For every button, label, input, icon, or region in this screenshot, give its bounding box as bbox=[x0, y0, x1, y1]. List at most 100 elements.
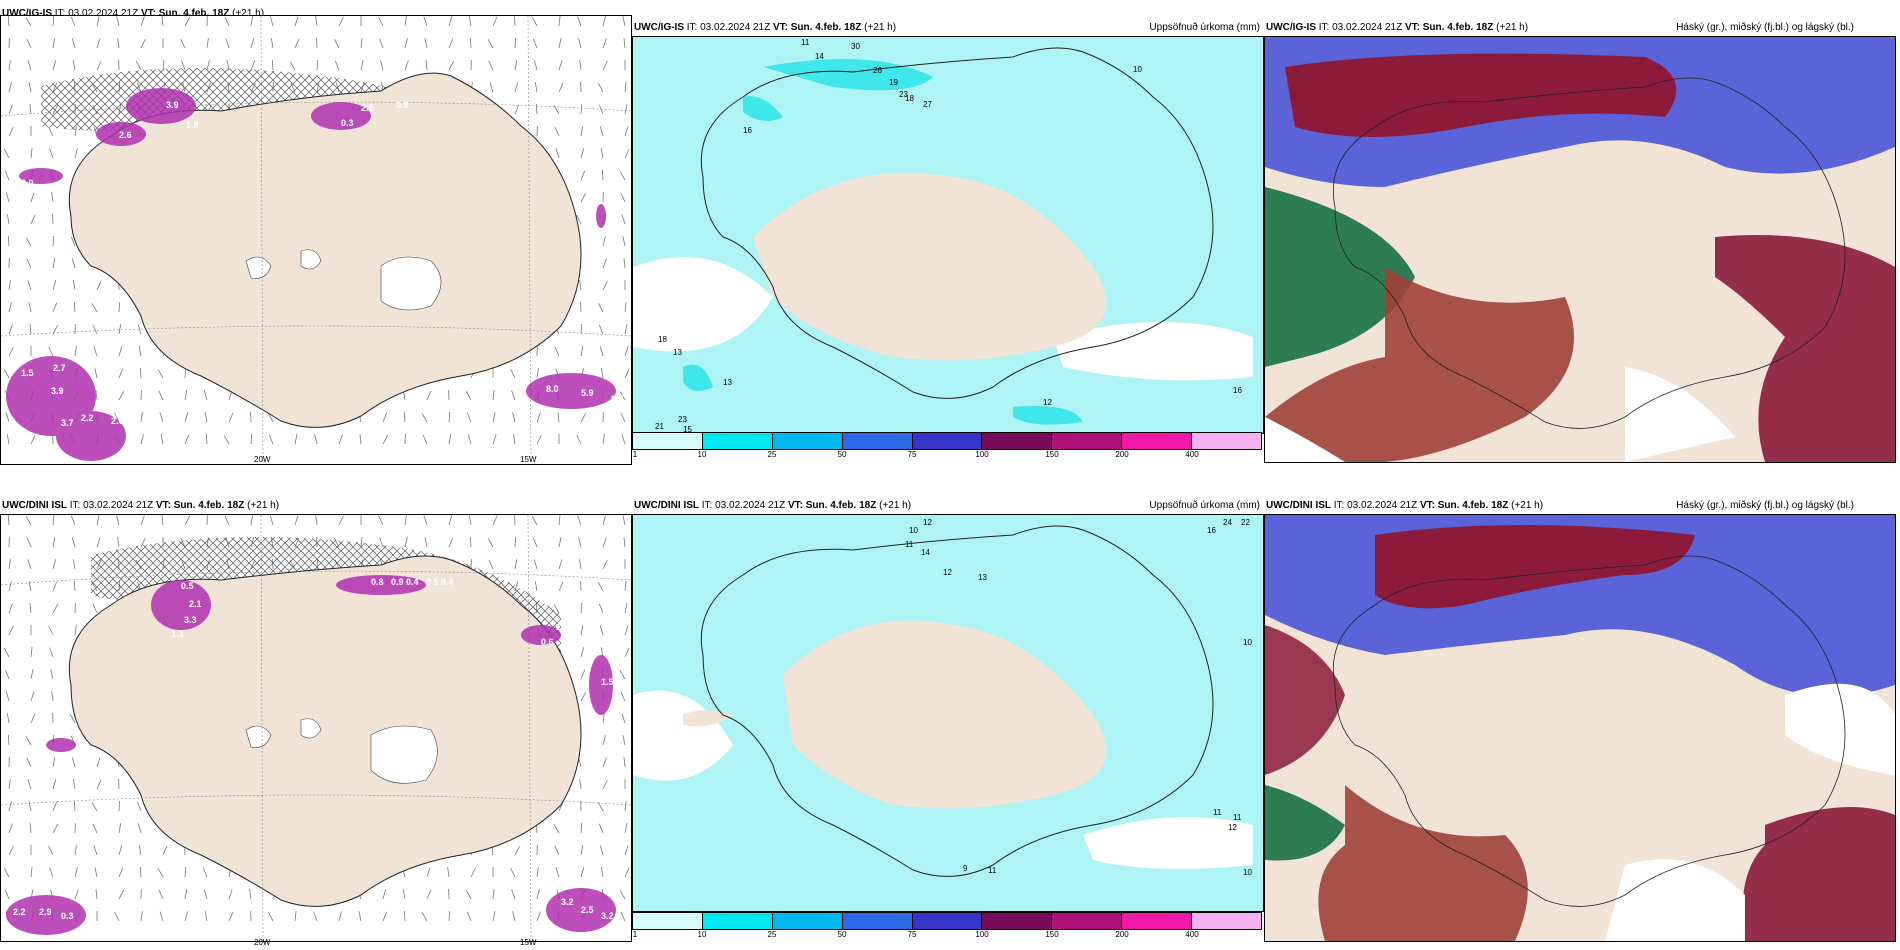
wind-barb bbox=[140, 16, 145, 27]
wind-barb bbox=[8, 625, 14, 636]
wind-barb bbox=[492, 434, 497, 445]
glacier bbox=[245, 256, 272, 279]
wind-barb bbox=[30, 647, 33, 658]
wind-barb bbox=[52, 302, 58, 313]
colorbar-label: 200 bbox=[1115, 450, 1129, 459]
wind-barb bbox=[379, 38, 384, 49]
wind-barb bbox=[249, 889, 252, 900]
wind-barb bbox=[448, 411, 451, 423]
wind-barb bbox=[333, 38, 340, 49]
wind-barb bbox=[536, 434, 542, 445]
wind-barb bbox=[28, 302, 32, 313]
wind-barb bbox=[74, 625, 77, 636]
wind-barb bbox=[8, 801, 12, 812]
wind-barb bbox=[555, 867, 560, 878]
wind-barb bbox=[117, 537, 120, 548]
wind-barb bbox=[250, 38, 255, 49]
wind-barb bbox=[533, 60, 538, 71]
wind-barb bbox=[510, 867, 516, 878]
wind-barb bbox=[469, 536, 472, 548]
wind-barb bbox=[26, 757, 32, 768]
wind-barb bbox=[8, 126, 14, 137]
colorbar-segment bbox=[1192, 913, 1262, 929]
iceland-land bbox=[68, 555, 582, 907]
wind-barb bbox=[224, 515, 230, 526]
wind-barb bbox=[579, 779, 582, 790]
wind-barb bbox=[554, 845, 560, 856]
wind-barb bbox=[48, 845, 54, 856]
wind-barb bbox=[553, 604, 560, 614]
wind-barb bbox=[138, 346, 142, 357]
wind-barb bbox=[470, 867, 476, 878]
wind-barb bbox=[93, 845, 98, 856]
lon-label: 20W bbox=[254, 938, 271, 947]
lon-label: 15W bbox=[520, 455, 537, 464]
wind-barb bbox=[624, 581, 627, 592]
wind-barb bbox=[29, 603, 32, 614]
value-label: 1.3 bbox=[171, 629, 184, 639]
wind-barb bbox=[536, 368, 539, 379]
wind-barb bbox=[338, 16, 344, 27]
wind-barb bbox=[140, 412, 143, 423]
wind-barb bbox=[72, 280, 76, 291]
wind-barb bbox=[267, 911, 274, 922]
wind-barb bbox=[184, 390, 188, 401]
wind-barb bbox=[619, 670, 626, 680]
wind-barb bbox=[28, 801, 32, 812]
wind-barb bbox=[96, 38, 101, 49]
wind-barb bbox=[358, 911, 362, 922]
wind-barb bbox=[30, 192, 35, 203]
value-label: 12 bbox=[1043, 398, 1052, 407]
value-label: 21 bbox=[655, 422, 664, 431]
wind-barb bbox=[533, 559, 538, 570]
wind-barb bbox=[426, 889, 432, 900]
lon-label: 15W bbox=[520, 938, 537, 947]
wind-barb bbox=[558, 537, 562, 548]
wind-barb bbox=[204, 412, 208, 423]
colorbar-label: 25 bbox=[767, 450, 777, 459]
wind-barb bbox=[27, 280, 32, 291]
wind-barb bbox=[620, 691, 626, 702]
colorbar-label: 400 bbox=[1185, 930, 1199, 939]
wind-barb bbox=[95, 390, 98, 401]
iceland-outline bbox=[700, 525, 1214, 877]
wind-barb bbox=[30, 691, 35, 702]
wind-barb bbox=[269, 16, 274, 27]
value-label: 16 bbox=[1207, 526, 1216, 535]
wind-barb bbox=[580, 323, 583, 335]
colorbar-segment bbox=[1052, 433, 1123, 449]
wind-barb bbox=[269, 515, 274, 526]
wind-barb bbox=[382, 889, 387, 900]
wind-barb bbox=[228, 412, 234, 423]
wind-barb bbox=[469, 37, 472, 49]
wind-barb bbox=[599, 346, 604, 357]
wind-barb bbox=[52, 823, 59, 834]
wind-barb bbox=[202, 867, 208, 878]
value-label: 2.0 bbox=[21, 178, 34, 188]
wind-barb bbox=[624, 368, 630, 379]
wind-barb bbox=[619, 171, 626, 181]
wind-barb bbox=[118, 867, 124, 878]
wind-barb bbox=[161, 16, 164, 27]
colorbar-segment bbox=[633, 433, 703, 449]
wind-barb bbox=[602, 60, 608, 71]
wind-barb bbox=[91, 802, 98, 812]
value-label: 11 bbox=[1233, 813, 1242, 822]
wind-barb bbox=[52, 559, 57, 570]
value-label: 2.0 bbox=[111, 416, 124, 426]
wind-barb bbox=[52, 603, 59, 614]
wind-barb bbox=[27, 779, 32, 790]
wind-barb bbox=[558, 16, 561, 27]
wind-barb bbox=[74, 889, 79, 900]
wind-barb bbox=[558, 581, 564, 592]
wind-barb bbox=[52, 60, 57, 71]
row1-wind-svg: 3.9 2.6 1.8 0.8 2.2 0.3 2.0 2.7 3.9 2.2 3.7 2.0 8.0 5… bbox=[1, 16, 631, 464]
wind-barb bbox=[51, 691, 54, 702]
value-label: 12 bbox=[1228, 823, 1237, 832]
wind-barb bbox=[96, 16, 100, 27]
wind-barb bbox=[294, 16, 299, 27]
wind-barb bbox=[8, 823, 13, 834]
wind-barb bbox=[271, 59, 274, 71]
value-label: 3.2 bbox=[561, 897, 574, 907]
wind-barb bbox=[48, 126, 54, 137]
